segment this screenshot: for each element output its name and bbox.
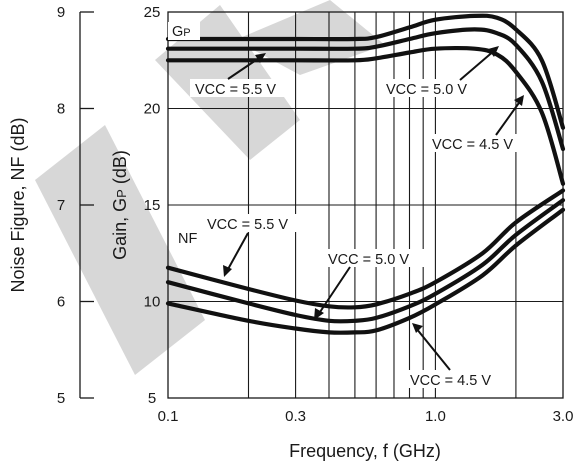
gp-vcc-50-label: VCC = 5.0 V <box>386 82 467 98</box>
nf-50-arrowhead <box>314 308 324 320</box>
gp-55-arrowhead <box>255 53 266 63</box>
gp-vcc-55-label: VCC = 5.5 V <box>195 82 276 98</box>
nf-vcc-45-label: VCC = 4.5 V <box>410 373 491 389</box>
nf-tick-label-3: 8 <box>57 101 65 118</box>
annotation-arrows <box>223 46 524 371</box>
x-tick-label-3: 3.0 <box>553 408 574 425</box>
gp-group-label-main: G <box>172 24 183 40</box>
nf-45-label-bg <box>405 370 509 388</box>
gain-axis-title: Gain, GP (dB) <box>110 150 130 260</box>
nf-group-label: NF <box>178 231 197 247</box>
nf-45-arrow <box>415 327 451 371</box>
gain-axis-ticks: 5 10 15 20 25 <box>144 4 161 407</box>
plot-frame <box>167 11 564 399</box>
gp-group-label-sub: P <box>183 27 190 39</box>
nf-tick-label-0: 5 <box>57 390 65 407</box>
nf-axis-title: Noise Figure, NF (dB) <box>8 117 28 292</box>
nf-45-arrowhead <box>412 323 423 333</box>
nf-50-label-bg <box>324 249 428 267</box>
gp-curve-2 <box>165 45 566 186</box>
gp-curve-1 <box>165 27 566 152</box>
nf-vcc-50-label: VCC = 5.0 V <box>328 252 409 268</box>
gain-axis-title-main: Gain, G <box>110 198 130 260</box>
gp-group-label: GP <box>172 24 191 40</box>
x-tick-label-1: 0.3 <box>285 408 306 425</box>
nf-curve-5 <box>165 207 566 335</box>
nf-axis-ticks: 5 6 7 8 9 <box>57 4 94 407</box>
x-axis-title: Frequency, f (GHz) <box>289 441 441 461</box>
gp-curve-0 <box>165 13 566 130</box>
gp-45-label-bg <box>429 134 533 152</box>
gain-axis-title-end: (dB) <box>110 150 130 189</box>
gain-tick-label-4: 25 <box>144 4 161 21</box>
gp-55-label-bg <box>190 79 294 97</box>
gp-50-arrowhead <box>488 46 499 57</box>
gain-tick-label-3: 20 <box>144 101 161 118</box>
watermark <box>35 0 385 375</box>
nf-55-label-bg <box>202 214 306 232</box>
nf-curve-4 <box>165 198 566 324</box>
gain-tick-label-0: 5 <box>148 390 156 407</box>
gain-tick-label-2: 15 <box>144 197 161 214</box>
gp-50-arrow <box>459 49 496 81</box>
nf-tick-label-4: 9 <box>57 4 65 21</box>
x-axis-ticks: 0.1 0.3 1.0 3.0 <box>158 408 574 425</box>
annotations: GP NF VCC = 5.5 V VCC = 5.0 V VCC = 4.5 … <box>168 22 533 389</box>
nf-tick-label-1: 6 <box>57 294 65 311</box>
nf-label-bg <box>176 228 202 246</box>
x-tick-label-0: 0.1 <box>158 408 179 425</box>
nf-50-arrow <box>317 266 351 316</box>
nf-tick-label-2: 7 <box>57 197 65 214</box>
gp-55-arrow <box>227 55 263 80</box>
nf-vcc-55-label: VCC = 5.5 V <box>207 217 288 233</box>
gain-tick-label-1: 10 <box>144 294 161 311</box>
gain-axis-title-sub: P <box>114 189 129 198</box>
nf-55-arrow <box>226 232 249 272</box>
nf-55-arrowhead <box>223 265 232 277</box>
gp-45-arrowhead <box>514 95 524 106</box>
series-lines <box>165 13 566 335</box>
x-tick-label-2: 1.0 <box>425 408 446 425</box>
gp-label-bg <box>168 22 200 40</box>
gp-vcc-45-label: VCC = 4.5 V <box>432 137 513 153</box>
nf-curve-3 <box>165 188 566 310</box>
gp-50-label-bg <box>383 79 487 97</box>
gp-45-arrow <box>495 99 522 136</box>
